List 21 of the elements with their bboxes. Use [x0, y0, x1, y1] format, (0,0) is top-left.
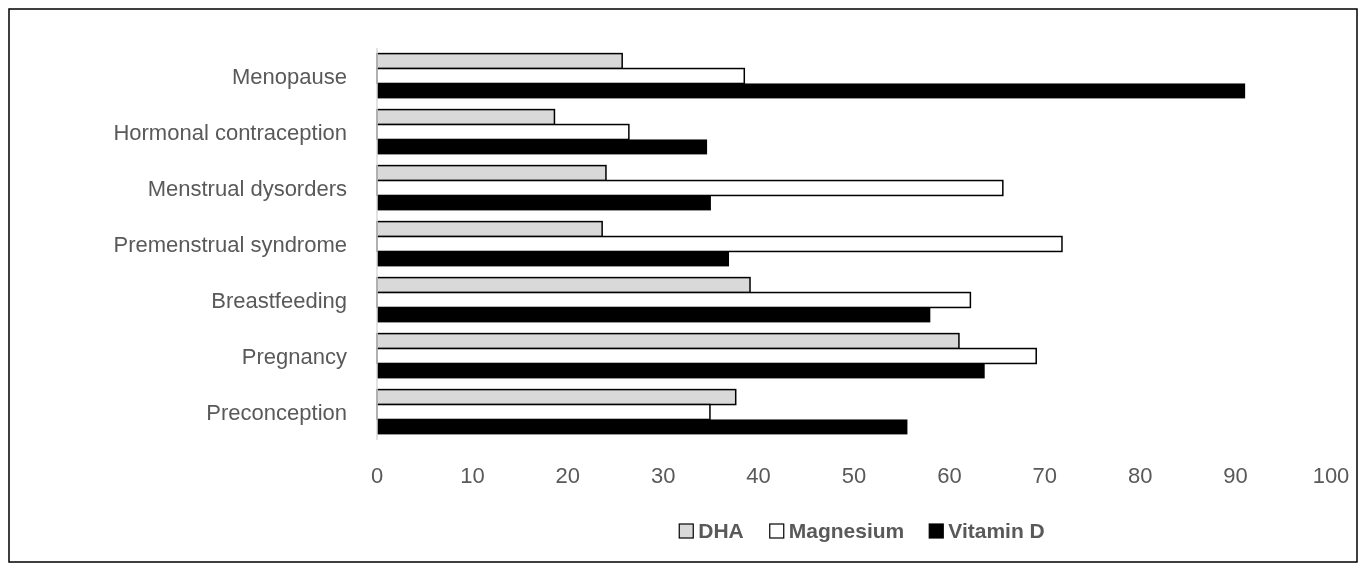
x-tick-label: 50	[841, 463, 867, 488]
x-tick-label: 70	[1032, 463, 1058, 488]
y-tick-label: Breastfeeding	[211, 287, 347, 313]
y-tick-label: Hormonal contraception	[113, 119, 347, 145]
y-tick-label: Menopause	[232, 63, 347, 89]
y-tick-label: Pregnancy	[241, 343, 347, 369]
x-tick-label: 30	[650, 463, 676, 488]
x-tick-label: 0	[370, 463, 384, 488]
legend-label: Magnesium	[788, 519, 905, 542]
y-tick-label: Preconception	[206, 399, 347, 425]
x-tick-label: 100	[1312, 463, 1350, 488]
x-tick-label: 60	[937, 463, 962, 488]
y-tick-label: Menstrual dysorders	[147, 175, 347, 201]
legend-label: Vitamin D	[948, 519, 1045, 542]
y-tick-label: Premenstrual syndrome	[113, 231, 347, 257]
x-tick-label: 90	[1223, 463, 1248, 488]
x-tick-label: 20	[555, 463, 581, 488]
x-tick-label: 10	[460, 463, 485, 488]
x-tick-label: 80	[1127, 463, 1153, 488]
legend-label: DHA	[698, 519, 744, 542]
x-tick-label: 40	[746, 463, 771, 488]
